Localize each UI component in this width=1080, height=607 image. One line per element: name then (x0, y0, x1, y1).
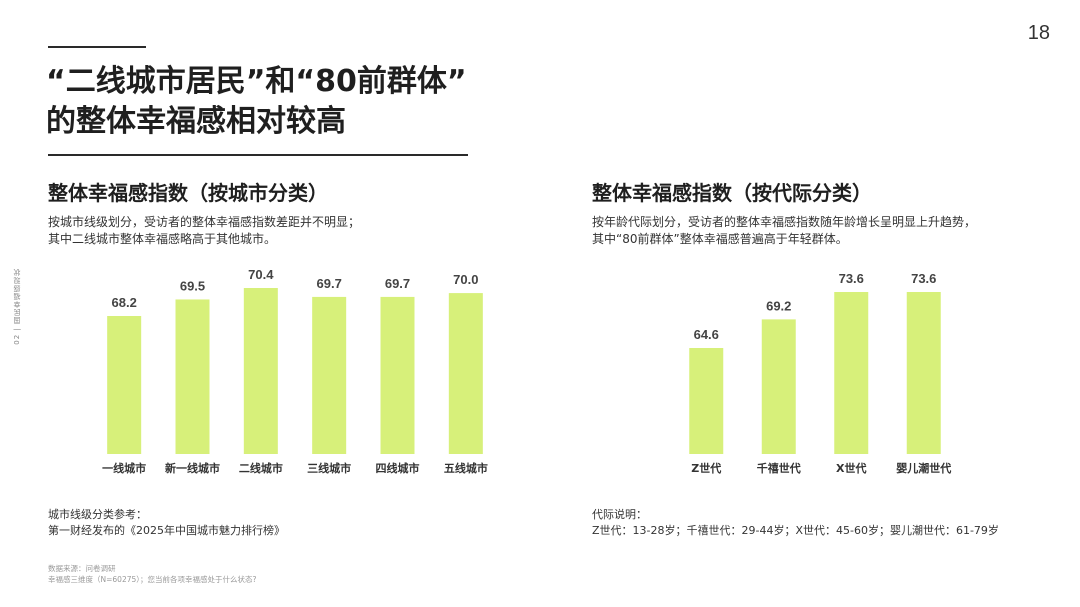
city-value-label-5: 69.7 (385, 276, 410, 291)
city-note-line-2: 第一财经发布的《2025年中国城市魅力排行榜》 (48, 524, 285, 537)
city-category-label-4: 三线城市 (307, 461, 351, 475)
headline-top-rule (48, 46, 146, 48)
generation-bar-2 (761, 319, 796, 454)
generation-category-label-4: 婴儿潮世代 (896, 461, 951, 475)
headline: “二线城市居民”和“80前群体” 的整体幸福感相对较高 (46, 62, 467, 142)
data-source: 数据来源：问卷调研 幸福感三维度（N=60275）；您当前各项幸福感处于什么状态… (48, 563, 256, 585)
city-category-label-5: 四线城市 (376, 461, 420, 475)
source-line-2: 幸福感三维度（N=60275）；您当前各项幸福感处于什么状态? (48, 575, 257, 584)
generation-chart-title: 整体幸福感指数（按代际分类） (592, 181, 872, 205)
city-category-label-6: 五线城市 (444, 461, 488, 475)
city-chart-note: 城市线级分类参考： 第一财经发布的《2025年中国城市魅力排行榜》 (48, 507, 285, 539)
generation-category-label-1: Z世代 (691, 461, 721, 475)
city-bar-5 (380, 296, 415, 454)
generation-note-line-2: Z世代：13-28岁；千禧世代：29-44岁；X世代：45-60岁；婴儿潮世代：… (592, 524, 999, 537)
city-chart-title: 整体幸福感指数（按城市分类） (48, 181, 328, 205)
city-value-label-1: 68.2 (112, 295, 137, 310)
city-bar-6 (448, 293, 483, 454)
headline-line-2: 的整体幸福感相对较高 (46, 104, 346, 139)
city-chart-description: 按城市线级划分，受访者的整体幸福感指数差距并不明显； 其中二线城市整体幸福感略高… (48, 214, 360, 248)
page-number: 18 (1027, 22, 1050, 44)
city-category-label-1: 一线城市 (102, 461, 146, 475)
headline-bottom-rule (48, 154, 468, 156)
generation-chart-description: 按年龄代际划分，受访者的整体幸福感指数随年龄增长呈明显上升趋势， 其中“80前群… (592, 214, 976, 248)
city-note-line-1: 城市线级分类参考： (48, 508, 147, 521)
generation-desc-line-2: 其中“80前群体”整体幸福感普遍高于年轻群体。 (592, 232, 848, 246)
generation-value-label-2: 69.2 (766, 298, 791, 313)
city-desc-line-1: 按城市线级划分，受访者的整体幸福感指数差距并不明显； (48, 215, 361, 229)
generation-bar-3 (834, 292, 869, 454)
side-section-label: 02 | 国民幸福感现状 (13, 268, 21, 345)
generation-category-label-2: 千禧世代 (757, 461, 801, 475)
generation-bar-1 (689, 348, 724, 454)
city-bar-2 (175, 299, 210, 454)
generation-note-line-1: 代际说明： (592, 508, 647, 521)
city-value-label-6: 70.0 (453, 272, 478, 287)
city-bar-4 (312, 296, 347, 454)
city-bar-1 (107, 316, 142, 454)
generation-value-label-1: 64.6 (694, 327, 719, 342)
generation-value-label-4: 73.6 (911, 271, 936, 286)
headline-line-1: “二线城市居民”和“80前群体” (46, 64, 467, 99)
city-category-label-2: 新一线城市 (165, 461, 220, 475)
generation-bar-4 (906, 292, 941, 454)
generation-category-label-3: X世代 (836, 461, 866, 475)
generation-bar-chart: 64.6 Z世代 69.2 千禧世代 73.6 X世代 73.6 婴儿潮世代 (689, 271, 951, 475)
city-category-label-3: 二线城市 (239, 461, 283, 475)
city-desc-line-2: 其中二线城市整体幸福感略高于其他城市。 (48, 232, 277, 246)
city-value-label-2: 69.5 (180, 278, 205, 293)
source-line-1: 数据来源：问卷调研 (48, 564, 116, 573)
generation-desc-line-1: 按年龄代际划分，受访者的整体幸福感指数随年龄增长呈明显上升趋势， (592, 215, 977, 229)
city-value-label-3: 70.4 (248, 267, 274, 282)
city-bar-3 (243, 288, 278, 454)
generation-value-label-3: 73.6 (839, 271, 864, 286)
city-value-label-4: 69.7 (317, 276, 342, 291)
generation-chart-note: 代际说明： Z世代：13-28岁；千禧世代：29-44岁；X世代：45-60岁；… (592, 507, 999, 539)
city-bar-chart: 68.2 一线城市 69.5 新一线城市 70.4 二线城市 69.7 三线城市 69.7 四线城… (102, 267, 488, 475)
